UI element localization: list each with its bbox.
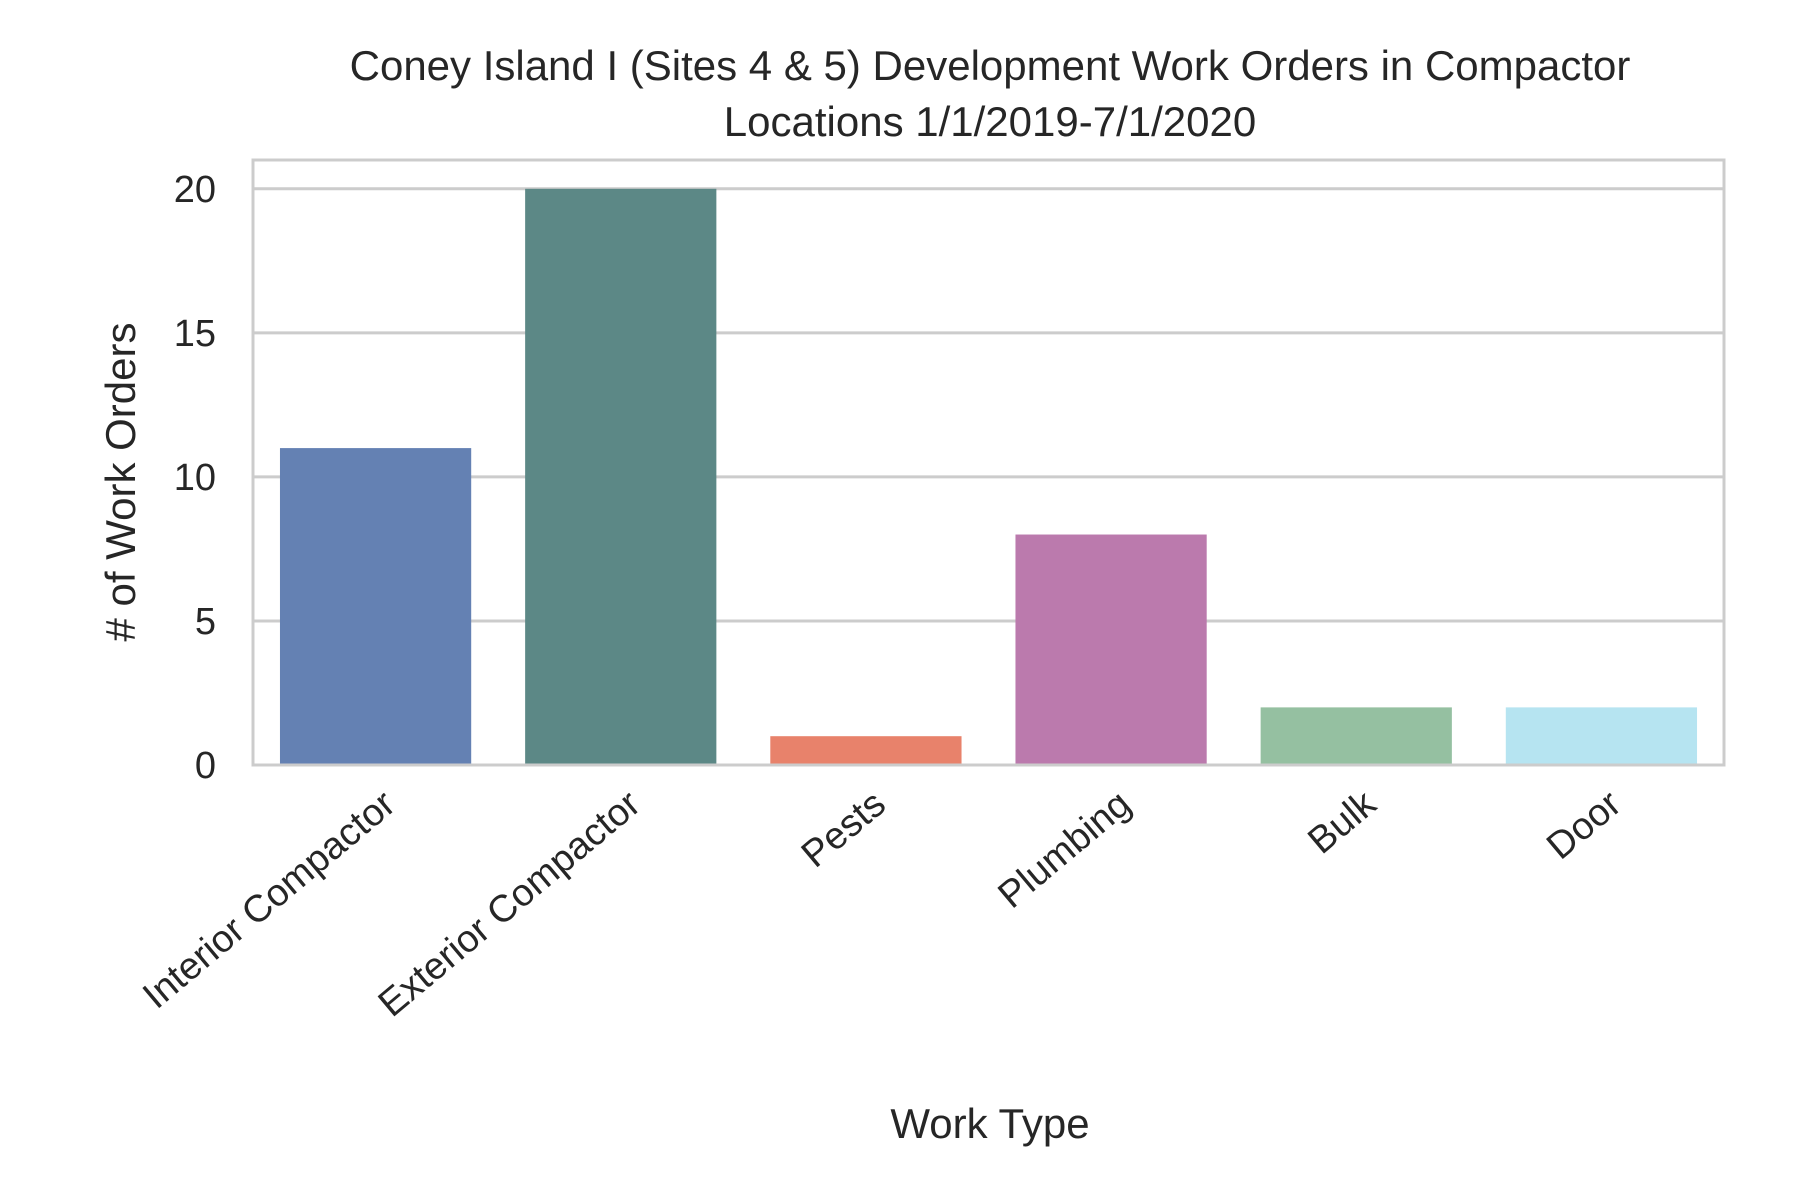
y-axis-label: # of Work Orders (97, 323, 144, 642)
bar-door (1505, 707, 1698, 765)
gridlines (253, 187, 1724, 767)
x-tick-label: Exterior Compactor (371, 783, 649, 1026)
plot-frame (251, 158, 1726, 767)
bar-bulk (1260, 707, 1452, 765)
chart-title-line-1: Coney Island I (Sites 4 & 5) Development… (350, 42, 1631, 89)
x-tick-label: Bulk (1300, 782, 1384, 862)
y-tick-label: 10 (174, 457, 216, 499)
x-tick-label: Door (1539, 783, 1629, 868)
y-tick-label: 20 (174, 169, 216, 211)
y-tick-label: 5 (195, 601, 216, 643)
chart-title-line-2: Locations 1/1/2019-7/1/2020 (724, 98, 1256, 145)
y-tick-label: 15 (174, 313, 216, 355)
y-tick-label: 0 (195, 745, 216, 787)
bar-plumbing (1015, 534, 1207, 765)
bar-interior-compactor (279, 448, 472, 765)
bar-pests (770, 736, 962, 765)
x-tick-label: Plumbing (991, 783, 1139, 917)
bar-exterior-compactor (525, 188, 717, 766)
y-tick-labels: 0 5 10 15 20 (174, 169, 216, 787)
x-axis-label: Work Type (890, 1100, 1089, 1147)
x-tick-label: Pests (794, 783, 894, 876)
chart-title: Coney Island I (Sites 4 & 5) Development… (350, 42, 1631, 145)
bars (279, 188, 1698, 766)
x-tick-label: Interior Compactor (135, 783, 403, 1018)
